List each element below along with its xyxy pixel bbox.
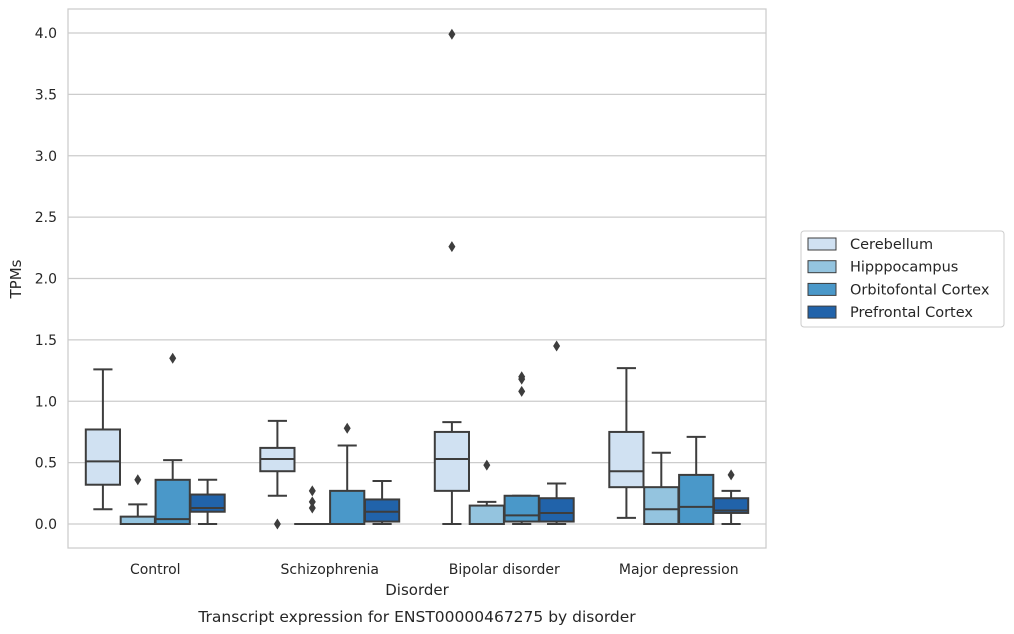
box-body [712, 497, 750, 514]
legend-swatch [807, 237, 837, 251]
plot-frame [67, 8, 767, 549]
y-tick-label: 3.0 [35, 149, 57, 165]
box-cerebellum [259, 419, 296, 530]
legend-swatch [807, 260, 837, 274]
y-tick-labels: 0.0 0.5 1.0 1.5 2.0 2.5 3.0 3.5 4.0 [35, 26, 57, 533]
legend-label: Cerebellum [850, 237, 933, 253]
outlier-point [448, 28, 456, 40]
box-body [363, 498, 401, 523]
box-prefrontal-cortex [363, 480, 401, 525]
y-tick-label: 0.5 [35, 456, 57, 472]
y-tick-label: 2.5 [35, 210, 57, 226]
box-prefrontal-cortex [712, 469, 750, 525]
outlier-point [273, 518, 281, 530]
box-body [433, 430, 471, 492]
outlier-point [134, 474, 142, 486]
box-cerebellum [433, 28, 471, 525]
outlier-point [448, 241, 456, 253]
box-body [154, 478, 191, 525]
grid [68, 32, 766, 525]
y-axis-title: TPMs [7, 259, 25, 299]
box-cerebellum [84, 368, 122, 511]
legend-label: Hipppocampus [850, 260, 958, 276]
box-orbitofontal-cortex [503, 371, 540, 525]
box-body [608, 430, 645, 489]
y-tick-label: 1.0 [35, 394, 57, 410]
box-prefrontal-cortex [538, 340, 575, 525]
y-tick-label: 0.0 [35, 517, 57, 533]
box-body [643, 486, 680, 525]
box-orbitofontal-cortex [329, 422, 366, 526]
box-orbitofontal-cortex [154, 352, 191, 525]
y-tick-label: 2.0 [35, 272, 57, 288]
box-body [503, 494, 540, 523]
box-body [84, 428, 122, 486]
box-hipppocampus [643, 451, 680, 525]
chart-caption: Transcript expression for ENST0000046727… [197, 608, 636, 626]
outlier-point [308, 485, 316, 497]
outlier-point [169, 352, 177, 364]
legend-label: Orbitofontal Cortex [850, 282, 990, 298]
box-hipppocampus [119, 474, 156, 526]
legend: Cerebellum Hipppocampus Orbitofontal Corte… [800, 230, 1005, 328]
box-body [329, 489, 366, 526]
outlier-point [553, 340, 561, 352]
outlier-point [308, 496, 316, 508]
box-body [538, 497, 575, 523]
outlier-point [308, 502, 316, 514]
box-hipppocampus [468, 459, 505, 525]
x-tick-labels: Control Schizophrenia Bipolar disorder Majo… [130, 562, 739, 578]
outlier-point [343, 422, 351, 434]
x-tick-label: Schizophrenia [281, 562, 379, 578]
outlier-point [727, 469, 735, 481]
box-body [468, 504, 505, 525]
box-cerebellum [608, 367, 645, 519]
x-tick-label: Control [130, 562, 181, 578]
box-hipppocampus [294, 485, 331, 526]
box-body [119, 515, 156, 526]
legend-swatch [807, 305, 837, 319]
y-tick-label: 3.5 [35, 87, 57, 103]
box-orbitofontal-cortex [678, 435, 715, 525]
y-tick-label: 1.5 [35, 333, 57, 349]
legend-swatch [807, 282, 837, 296]
outlier-point [518, 371, 526, 383]
x-axis-title: Disorder [385, 581, 449, 599]
x-tick-label: Bipolar disorder [449, 562, 560, 578]
x-tick-label: Major depression [619, 562, 739, 578]
boxes [84, 28, 750, 530]
box-prefrontal-cortex [189, 478, 226, 525]
box-body [189, 493, 226, 513]
box-body [678, 473, 715, 525]
y-tick-label: 4.0 [35, 26, 57, 42]
outlier-point [518, 385, 526, 397]
outlier-point [483, 459, 491, 471]
legend-frame [800, 230, 1005, 328]
legend-label: Prefrontal Cortex [850, 305, 973, 321]
